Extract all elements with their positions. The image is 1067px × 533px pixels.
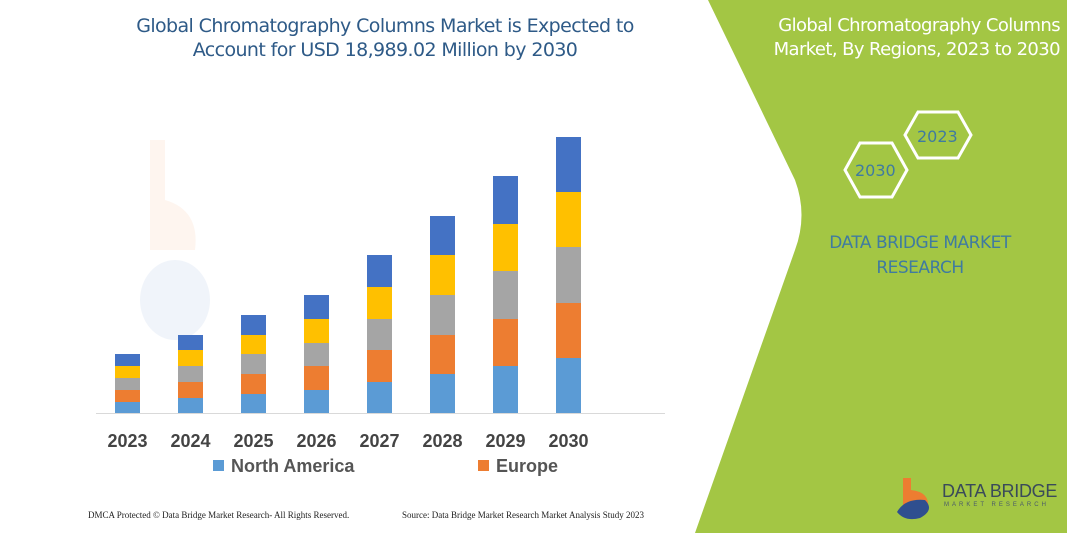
hexagon-2023: [903, 110, 973, 160]
bar-segment: [556, 192, 581, 247]
chart-title-line-1: Global Chromatography Columns Market is …: [136, 15, 634, 37]
bar-segment: [178, 350, 203, 366]
bar-segment: [304, 343, 329, 366]
legend-label: North America: [231, 456, 355, 476]
legend-label: Europe: [496, 456, 558, 476]
bar-segment: [493, 271, 518, 319]
bar-segment: [430, 255, 455, 295]
bar-segment: [178, 366, 203, 382]
x-tick-label: 2027: [359, 431, 399, 451]
bar-segment: [241, 374, 266, 394]
chart-title: Global Chromatography Columns Market is …: [110, 14, 660, 62]
hexagon-2030: [843, 141, 909, 199]
stacked-bar-chart: 2023 2024 2025 2026 2027 2028 2029 2030 North Am…: [96, 137, 665, 476]
bar-segment: [178, 382, 203, 398]
bar-segment: [241, 354, 266, 374]
bar-segment: [241, 335, 266, 354]
x-tick-label: 2028: [422, 431, 462, 451]
logo-icon: [897, 478, 929, 520]
x-tick-label: 2025: [233, 431, 273, 451]
bar-segment: [115, 390, 140, 402]
hex-label-2030: 2030: [855, 161, 896, 180]
bar-segment: [367, 382, 392, 413]
chart-title-line-2: Account for USD 18,989.02 Million by 203…: [192, 39, 578, 61]
bar-segment: [241, 394, 266, 413]
x-tick-label: 2030: [548, 431, 588, 451]
bar-segment: [304, 366, 329, 390]
watermark-logo: [140, 140, 210, 340]
bar-segment: [556, 247, 581, 303]
bar-segment: [304, 295, 329, 319]
bar-segment: [115, 366, 140, 378]
brand-line-1: DATA BRIDGE MARKET: [829, 233, 1011, 253]
bar-segment: [556, 358, 581, 413]
bar-segment: [178, 398, 203, 413]
hex-label-2023: 2023: [917, 127, 958, 146]
bar-segment: [115, 378, 140, 390]
bar-segment: [430, 335, 455, 374]
brand-text: DATA BRIDGE MARKET RESEARCH: [800, 231, 1040, 281]
brand-line-2: RESEARCH: [876, 258, 964, 278]
bar-segment: [493, 176, 518, 224]
bar-segment: [493, 319, 518, 366]
bar-segment: [430, 374, 455, 413]
x-tick-label: 2026: [296, 431, 336, 451]
side-panel-title: Global Chromatography Columns Market, By…: [770, 14, 1061, 62]
bar-segment: [556, 137, 581, 192]
bar-segment: [430, 295, 455, 335]
bar-segment: [241, 315, 266, 335]
bar-segment: [367, 319, 392, 350]
side-title-line-2: Market, By Regions, 2023 to 2030: [773, 39, 1061, 60]
bar-segment: [115, 402, 140, 413]
legend-swatch: [478, 460, 489, 471]
logo-text: DATA BRIDGE: [942, 481, 1058, 501]
logo-subtext: MARKET RESEARCH: [944, 502, 1049, 508]
x-tick-label: 2024: [170, 431, 210, 451]
green-side-panel: [695, 0, 1067, 533]
x-tick-label: 2023: [107, 431, 147, 451]
footer-copyright: DMCA Protected © Data Bridge Market Rese…: [88, 510, 350, 520]
bar-segment: [367, 287, 392, 319]
bar-segment: [367, 255, 392, 287]
bar-segment: [367, 350, 392, 382]
bar-segment: [493, 366, 518, 413]
legend-swatch: [213, 460, 224, 471]
x-tick-label: 2029: [485, 431, 525, 451]
bar-segment: [493, 224, 518, 271]
footer-source: Source: Data Bridge Market Research Mark…: [402, 510, 644, 520]
bar-segment: [430, 216, 455, 255]
side-title-line-1: Global Chromatography Columns: [778, 15, 1060, 36]
bar-segment: [115, 354, 140, 366]
bar-segment: [556, 303, 581, 358]
bar-segment: [304, 319, 329, 343]
bar-segment: [304, 390, 329, 413]
bar-segment: [178, 335, 203, 350]
